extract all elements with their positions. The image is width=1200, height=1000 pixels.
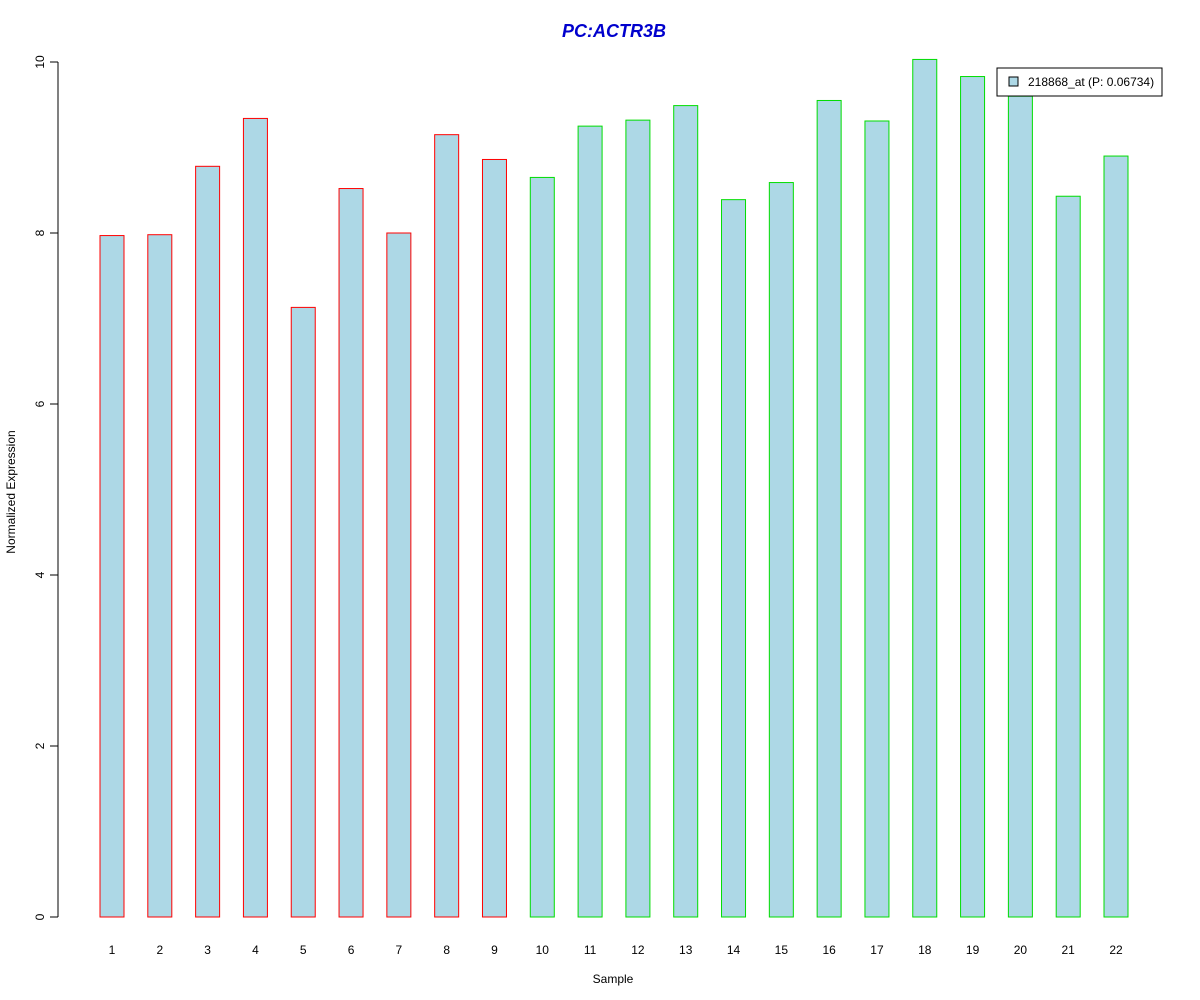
bar-sample-16 [816,99,842,918]
y-axis-label: Normalized Expression [4,430,18,553]
y-axis: 0 2 4 6 8 10 [33,55,59,920]
bar-sample-1 [99,235,125,918]
x-tick-label: 10 [536,943,550,957]
x-tick-label: 17 [870,943,884,957]
bar-sample-21 [1055,195,1081,918]
bar-sample-14 [721,199,747,918]
x-tick-label: 13 [679,943,693,957]
bar-sample-5 [290,306,316,918]
x-tick-label: 18 [918,943,932,957]
x-tick-label: 11 [584,943,597,957]
legend: 218868_at (P: 0.06734) [996,67,1163,97]
x-tick-label: 21 [1062,943,1076,957]
x-tick-label: 15 [775,943,789,957]
x-tick-label: 19 [966,943,980,957]
bar-sample-19 [960,76,986,918]
y-tick-label: 10 [33,55,47,69]
x-tick-label: 9 [491,943,498,957]
y-tick-label: 4 [33,571,47,578]
x-tick-label: 2 [156,943,163,957]
x-tick-label: 3 [204,943,211,957]
x-tick-label: 20 [1014,943,1028,957]
bar-sample-2 [147,234,173,918]
y-tick-label: 2 [33,742,47,749]
legend-box [996,67,1163,97]
bar-sample-11 [577,125,603,918]
bar-sample-22 [1103,155,1129,918]
bar-sample-3 [195,165,221,918]
x-tick-label: 8 [443,943,450,957]
y-tick-label: 0 [33,913,47,920]
y-tick-label: 6 [33,400,47,407]
bar-sample-17 [864,120,890,918]
x-tick-label: 7 [396,943,403,957]
x-tick-label: 14 [727,943,741,957]
bar-sample-6 [338,188,364,918]
x-tick-label: 1 [109,943,116,957]
x-axis-label: Sample [593,972,634,986]
bar-sample-13 [673,105,699,918]
bar-sample-18 [912,58,938,918]
x-tick-label: 5 [300,943,307,957]
bar-sample-8 [434,134,460,918]
chart-title: PC:ACTR3B [562,21,666,41]
x-tick-label: 4 [252,943,259,957]
x-tick-label: 12 [631,943,645,957]
legend-swatch [1008,76,1019,87]
x-tick-label: 22 [1109,943,1123,957]
x-tick-label: 16 [822,943,836,957]
bar-sample-15 [768,182,794,918]
bar-sample-4 [242,117,268,918]
bar-sample-20 [1007,95,1033,918]
bar-sample-12 [625,119,651,918]
y-tick-label: 8 [33,229,47,236]
x-axis: 1 2 3 4 5 6 7 8 9 10 11 12 13 14 15 16 17 18 19 20 21 22 [109,943,1123,957]
x-tick-label: 6 [348,943,355,957]
bars [99,58,1129,918]
bar-sample-9 [481,158,507,918]
legend-label: 218868_at (P: 0.06734) [1028,75,1154,89]
bar-sample-7 [386,232,412,918]
bar-sample-10 [529,176,555,918]
